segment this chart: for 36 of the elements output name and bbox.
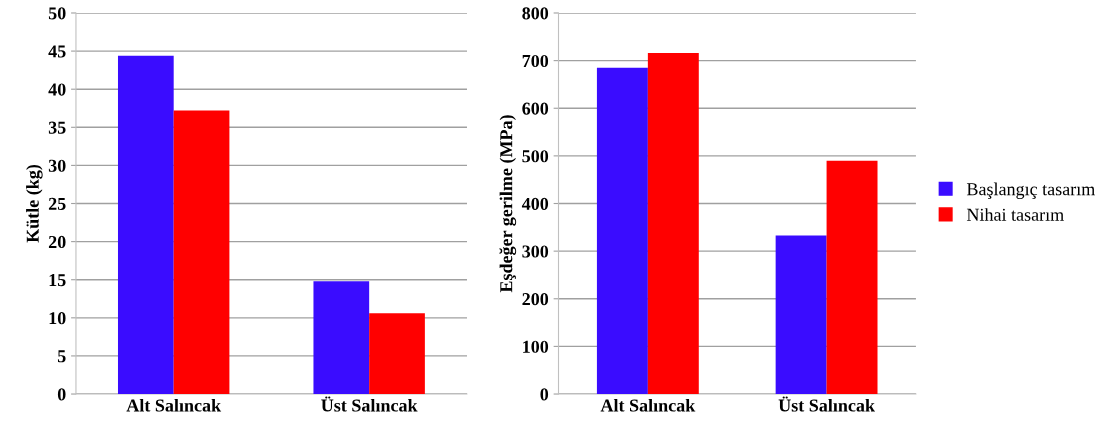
- y-tick-label: 0: [540, 388, 549, 401]
- y-axis-title: Eşdeğer gerilme (MPa): [499, 115, 517, 293]
- y-tick-label: 35: [48, 121, 66, 134]
- y-tick-label: 5: [57, 350, 66, 363]
- bar: [313, 281, 370, 395]
- x-tick-label: Üst Salıncak: [321, 396, 418, 412]
- y-tick-label: 800: [522, 7, 549, 20]
- y-tick-label: 500: [522, 150, 549, 163]
- bar: [117, 55, 174, 395]
- y-tick-label: 700: [522, 54, 549, 68]
- y-tick-label: 40: [48, 83, 66, 96]
- y-tick-label: 0: [57, 388, 66, 401]
- bar: [775, 235, 827, 395]
- y-tick-label: 200: [522, 293, 549, 306]
- legend-label: Nihai tasarım: [966, 208, 1064, 221]
- y-tick-label: 100: [523, 340, 549, 353]
- x-tick-label: Üst Salıncak: [778, 396, 875, 412]
- y-tick-label: 300: [522, 245, 549, 258]
- y-tick-label: 10: [49, 312, 66, 325]
- y-tick-label: 30: [48, 159, 66, 172]
- bar: [369, 313, 425, 395]
- y-tick-label: 15: [49, 274, 66, 287]
- x-tick-label: Alt Salıncak: [600, 398, 696, 412]
- y-tick-label: 400: [521, 197, 549, 210]
- y-tick-label: 25: [48, 197, 66, 210]
- bar: [173, 110, 230, 395]
- bar: [596, 67, 648, 395]
- bar: [647, 53, 699, 395]
- y-tick-label: 50: [48, 7, 66, 20]
- legend-label: Başlangıç tasarım: [966, 182, 1095, 200]
- y-tick-label: 45: [48, 45, 66, 58]
- y-tick-label: 600: [522, 102, 549, 115]
- y-axis-title: Kütle (kg): [26, 164, 43, 243]
- x-tick-label: Alt Salıncak: [126, 398, 222, 412]
- y-tick-label: 20: [48, 235, 66, 249]
- bar: [826, 160, 878, 395]
